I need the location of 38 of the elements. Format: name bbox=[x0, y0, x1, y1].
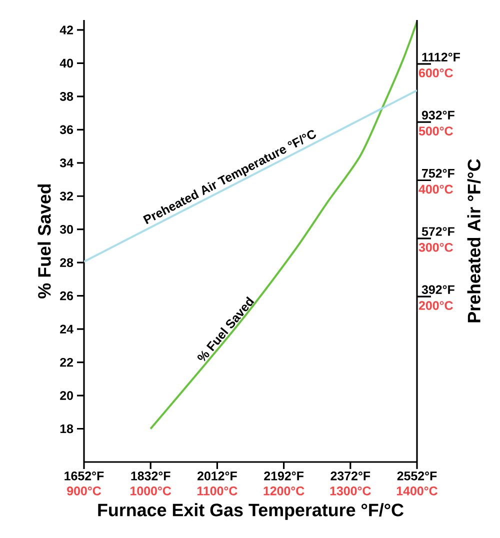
y-tick-label: 40 bbox=[60, 58, 73, 68]
y-tick-label: 32 bbox=[60, 192, 73, 201]
y3-tick-label: 600°C bbox=[418, 68, 453, 78]
y2-tick-label: 752°F bbox=[422, 168, 454, 178]
x-tick-label: 2552°F bbox=[397, 472, 437, 480]
x2-tick-label: 1100°C bbox=[197, 486, 238, 496]
x-tick-label: 2192°F bbox=[264, 472, 304, 480]
y-tick-label: 28 bbox=[60, 258, 74, 268]
y2-tick-label: 1112°F bbox=[422, 52, 460, 62]
y2-tick-label: 572°F bbox=[422, 227, 454, 236]
x-axis-title: Furnace Exit Gas Temperature °F/°C bbox=[98, 503, 404, 520]
x-tick-label: 2012°F bbox=[197, 472, 237, 480]
y-tick-label: 18 bbox=[60, 424, 74, 434]
y-axis-title: % Fuel Saved bbox=[38, 184, 51, 298]
y3-tick-label: 300°C bbox=[418, 242, 453, 252]
y-tick-label: 24 bbox=[60, 324, 74, 334]
y-tick-label: 36 bbox=[60, 125, 74, 134]
y-tick-label: 30 bbox=[60, 224, 73, 234]
y3-tick-label: 500°C bbox=[418, 126, 453, 136]
x-tick-label: 1832°F bbox=[131, 472, 170, 480]
y2-tick-label: 392°F bbox=[422, 285, 454, 294]
x2-tick-label: 1300°C bbox=[330, 486, 371, 496]
x2-tick-label: 900°C bbox=[67, 486, 102, 496]
y3-tick-label: 200°C bbox=[418, 301, 453, 310]
x-tick-label: 1652°F bbox=[64, 472, 104, 480]
y-tick-label: 22 bbox=[60, 358, 73, 367]
y-tick-label: 20 bbox=[60, 391, 73, 400]
y-tick-label: 26 bbox=[60, 291, 74, 300]
x2-tick-label: 1000°C bbox=[130, 486, 172, 496]
x2-tick-label: 1400°C bbox=[396, 486, 438, 496]
y-tick-label: 42 bbox=[60, 26, 73, 34]
y3-tick-label: 400°C bbox=[418, 184, 453, 194]
y2-axis-title: Preheated Air °F/°C bbox=[467, 159, 481, 322]
x-tick-label: 2372°F bbox=[330, 472, 370, 480]
y2-tick-label: 932°F bbox=[422, 110, 454, 120]
y-tick-label: 38 bbox=[60, 92, 74, 101]
x2-tick-label: 1200°C bbox=[264, 486, 304, 496]
y-tick-label: 34 bbox=[60, 158, 74, 168]
